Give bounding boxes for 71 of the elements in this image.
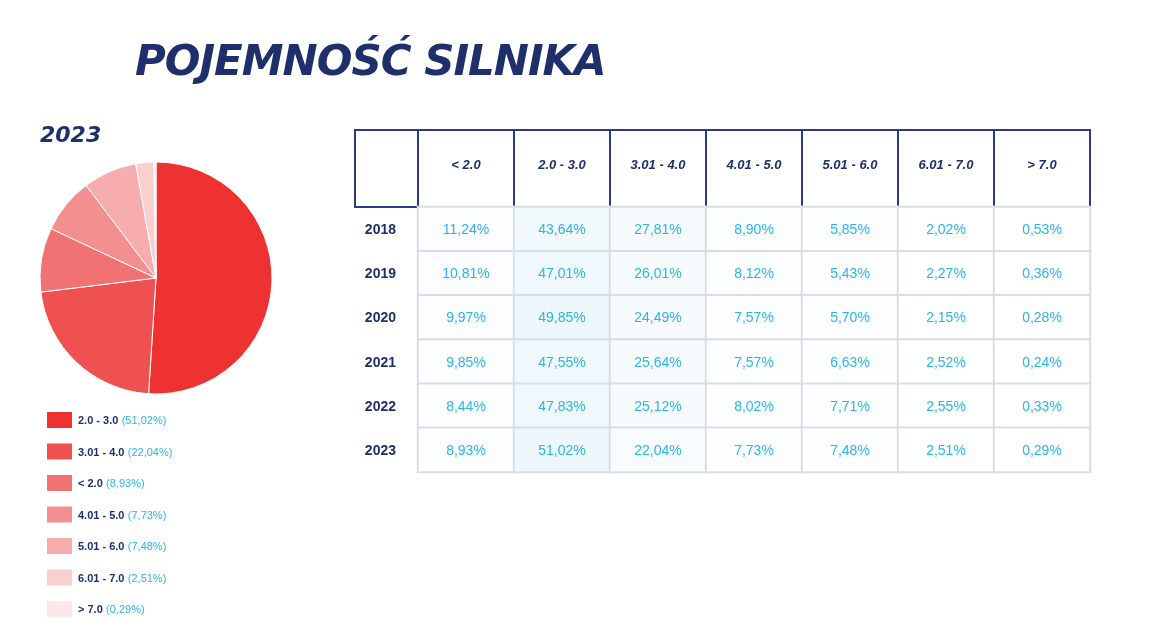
data-label: 9,97% bbox=[446, 309, 486, 326]
data-label: (22,04%) bbox=[127, 445, 173, 458]
data-label: (51,02%) bbox=[121, 414, 167, 426]
legend-label: > 7.0 bbox=[78, 603, 103, 615]
data-label: 2,02% bbox=[926, 221, 966, 238]
x-tick-label: < 2.0 bbox=[451, 157, 482, 172]
data-label: 11,24% bbox=[442, 221, 490, 238]
data-label: 5,85% bbox=[830, 221, 870, 238]
data-label: 25,12% bbox=[634, 397, 682, 414]
y-tick-label: 2021 bbox=[364, 353, 397, 370]
data-label: (0,29%) bbox=[106, 603, 145, 615]
legend-label: < 2.0 bbox=[78, 477, 103, 489]
legend-label: 2.0 - 3.0 bbox=[78, 414, 119, 426]
y-tick-label: 2023 bbox=[364, 441, 397, 458]
y-tick-label: 2022 bbox=[364, 397, 397, 414]
legend-label: 3.01 - 4.0 bbox=[78, 445, 125, 458]
data-label: 27,81% bbox=[634, 221, 682, 238]
data-label: (8,93%) bbox=[106, 477, 145, 489]
x-tick-label: > 7.0 bbox=[1027, 157, 1058, 172]
x-tick-label: 5.01 - 6.0 bbox=[822, 157, 879, 172]
x-tick-label: 6.01 - 7.0 bbox=[918, 157, 975, 172]
data-label: (7,48%) bbox=[127, 540, 167, 552]
data-label: 5,70% bbox=[830, 309, 870, 326]
data-label: 49,85% bbox=[538, 309, 586, 326]
data-label: 0,24% bbox=[1022, 353, 1062, 370]
data-label: 47,55% bbox=[538, 353, 586, 370]
data-label: (2,51%) bbox=[127, 571, 167, 584]
chart-subtitle: 2023 bbox=[40, 122, 102, 147]
y-tick-label: 2019 bbox=[364, 265, 397, 282]
data-label: 5,43% bbox=[830, 265, 870, 282]
y-tick-label: 2020 bbox=[364, 309, 397, 326]
data-label: 7,71% bbox=[830, 397, 870, 414]
data-label: 2,51% bbox=[926, 441, 966, 458]
legend-label: 5.01 - 6.0 bbox=[78, 540, 125, 552]
legend-label: 4.01 - 5.0 bbox=[78, 508, 125, 521]
data-label: 26,01% bbox=[634, 265, 682, 282]
data-label: 47,83% bbox=[538, 397, 586, 414]
data-label: 47,01% bbox=[538, 265, 586, 282]
data-label: 7,73% bbox=[734, 441, 774, 458]
data-label: 8,12% bbox=[734, 265, 774, 282]
data-label: 8,93% bbox=[446, 441, 486, 458]
data-label: 7,48% bbox=[830, 441, 870, 458]
data-label: 2,15% bbox=[926, 309, 966, 326]
data-label: 10,81% bbox=[442, 265, 490, 282]
data-label: 2,55% bbox=[926, 397, 966, 414]
text: POJEMNOŚĆ SILNIKA bbox=[135, 36, 606, 85]
data-label: 25,64% bbox=[634, 353, 682, 370]
x-tick-label: 4.01 - 5.0 bbox=[725, 157, 783, 172]
data-label: 6,63% bbox=[830, 353, 870, 370]
data-label: 8,02% bbox=[734, 397, 774, 414]
data-label: 43,64% bbox=[538, 221, 586, 238]
data-label: 2,27% bbox=[926, 265, 966, 282]
y-tick-label: 2018 bbox=[364, 221, 397, 238]
x-tick-label: 3.01 - 4.0 bbox=[630, 157, 687, 172]
data-label: 8,44% bbox=[446, 397, 486, 414]
data-label: 0,28% bbox=[1022, 309, 1062, 326]
data-label: (7,73%) bbox=[127, 508, 167, 521]
data-label: 24,49% bbox=[634, 309, 682, 326]
data-label: 0,53% bbox=[1022, 221, 1062, 238]
data-label: 0,36% bbox=[1022, 265, 1062, 282]
data-label: 7,57% bbox=[734, 353, 774, 370]
data-label: 8,90% bbox=[734, 221, 774, 238]
data-label: 0,29% bbox=[1022, 441, 1062, 458]
data-label: 2,52% bbox=[926, 353, 966, 370]
data-label: 22,04% bbox=[634, 441, 682, 458]
legend-label: 6.01 - 7.0 bbox=[78, 571, 125, 584]
data-label: 0,33% bbox=[1022, 397, 1062, 414]
data-label: 7,57% bbox=[734, 309, 774, 326]
data-label: 51,02% bbox=[538, 441, 586, 458]
data-label: 9,85% bbox=[446, 353, 486, 370]
x-tick-label: 2.0 - 3.0 bbox=[537, 157, 587, 172]
